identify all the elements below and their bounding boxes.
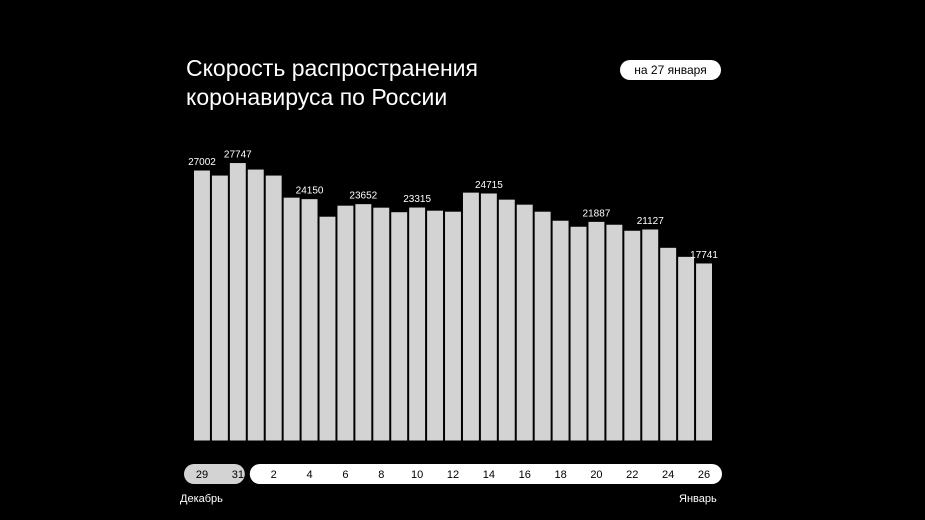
- bar-22: [623, 229, 642, 442]
- data-label-14: 24715: [475, 180, 503, 191]
- tick-label-10: 10: [411, 469, 423, 481]
- chart-title-line-2: коронавируса по России: [186, 84, 448, 110]
- bar-31: [228, 162, 247, 442]
- bar-10: [408, 206, 427, 442]
- month-label-december: Декабрь: [180, 493, 223, 505]
- bar-23: [641, 228, 660, 442]
- bar-7: [354, 203, 373, 442]
- bar-26: [695, 262, 714, 442]
- data-label-4: 24150: [296, 186, 324, 197]
- data-label-group: 27002 27747 24150 23652 23315 24715 21887 21127…: [188, 150, 718, 261]
- tick-label-31: 31: [232, 469, 244, 481]
- bar-19: [569, 225, 588, 442]
- month-label-january: Январь: [679, 493, 717, 505]
- bar-17: [533, 210, 552, 442]
- bar-20: [587, 220, 606, 442]
- date-badge: на 27 января: [620, 60, 721, 80]
- bar-13: [461, 191, 480, 442]
- tick-label-16: 16: [519, 469, 531, 481]
- data-label-7: 23652: [349, 191, 377, 202]
- bar-2: [264, 174, 283, 442]
- december-axis-pill: [184, 464, 245, 484]
- data-label-26: 17741: [690, 250, 718, 261]
- bar-30: [210, 174, 229, 442]
- tick-label-8: 8: [378, 469, 384, 481]
- bar-5: [318, 215, 337, 442]
- tick-label-4: 4: [306, 469, 312, 481]
- bar-9: [390, 211, 409, 442]
- january-axis-pill: [249, 464, 723, 484]
- bar-11: [426, 209, 445, 442]
- bar-25: [677, 255, 696, 442]
- tick-label-18: 18: [554, 469, 566, 481]
- bar-3: [282, 196, 301, 442]
- bar-group: [193, 162, 714, 442]
- bar-1: [246, 168, 265, 442]
- data-label-20: 21887: [583, 208, 611, 219]
- tick-label-12: 12: [447, 469, 459, 481]
- data-label-29: 27002: [188, 157, 216, 168]
- bar-12: [444, 210, 462, 442]
- tick-label-14: 14: [483, 469, 495, 481]
- bar-14: [479, 192, 498, 442]
- bar-6: [336, 204, 355, 442]
- data-label-31: 27747: [224, 150, 252, 161]
- data-label-10: 23315: [403, 194, 431, 205]
- tick-label-24: 24: [662, 469, 674, 481]
- bar-15: [497, 198, 516, 442]
- bar-16: [515, 203, 534, 442]
- tick-label-2: 2: [271, 469, 277, 481]
- bar-29: [193, 169, 211, 442]
- tick-label-26: 26: [698, 469, 710, 481]
- x-axis: 29 31 2 4 6 8 10 12 14 16 18 20 22 24 26: [184, 464, 723, 484]
- chart-title: Скорость распространения коронавируса по…: [186, 54, 586, 112]
- tick-label-20: 20: [590, 469, 602, 481]
- chart-title-line-1: Скорость распространения: [186, 55, 478, 81]
- bar-24: [659, 246, 678, 442]
- tick-label-29: 29: [196, 469, 208, 481]
- bar-8: [372, 206, 391, 442]
- bar-21: [605, 223, 624, 442]
- data-label-23: 21127: [637, 216, 665, 227]
- tick-label-22: 22: [626, 469, 638, 481]
- bar-4: [300, 198, 319, 442]
- tick-label-group: 29 31 2 4 6 8 10 12 14 16 18 20 22 24 26: [196, 469, 710, 481]
- tick-label-6: 6: [342, 469, 348, 481]
- bar-18: [551, 219, 570, 442]
